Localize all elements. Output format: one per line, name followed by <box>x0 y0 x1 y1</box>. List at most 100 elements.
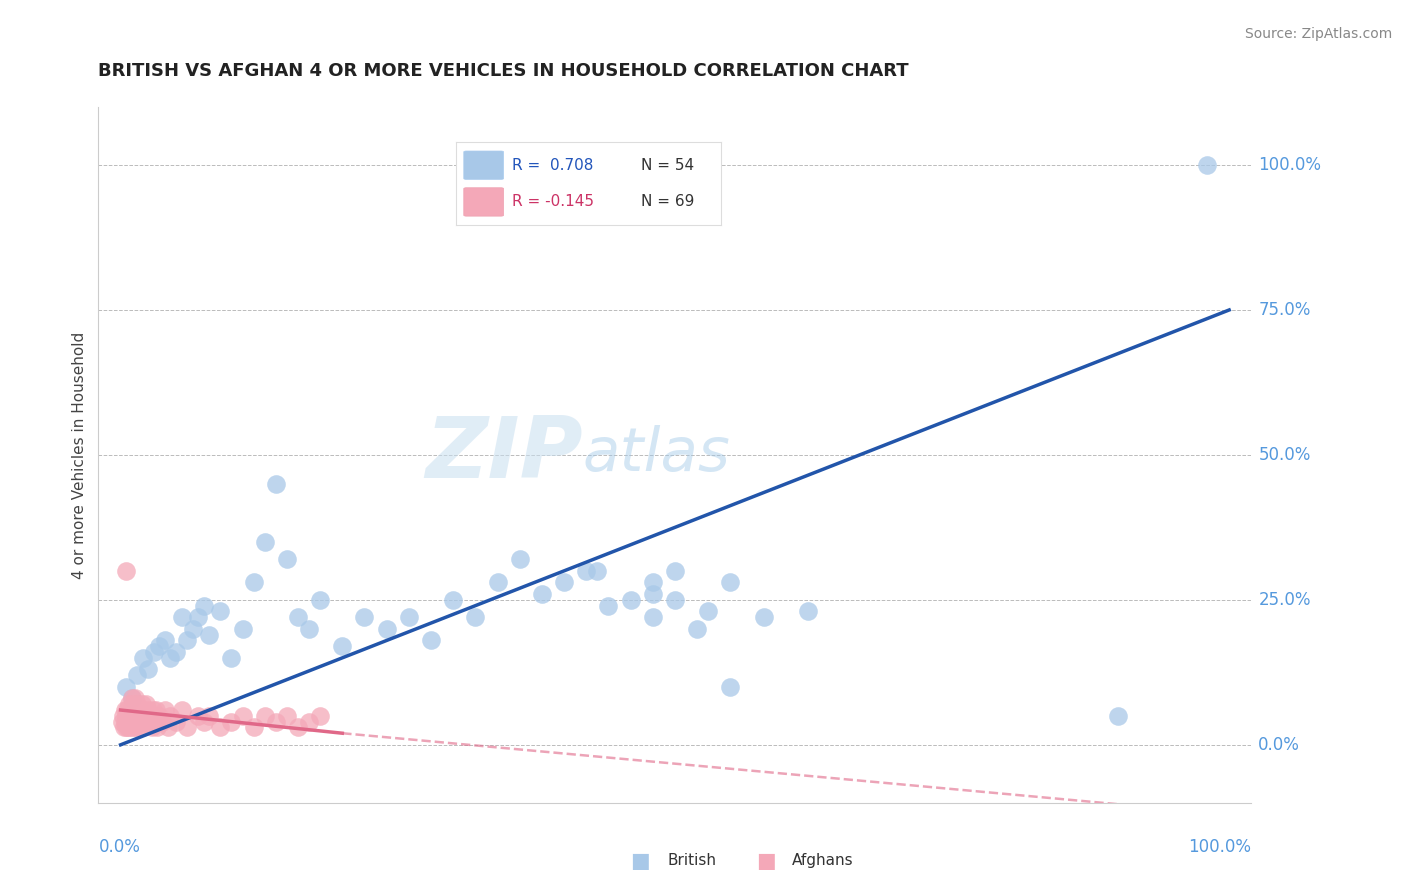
Point <box>287 721 309 735</box>
Point <box>575 564 598 578</box>
Point <box>221 714 243 729</box>
Point <box>253 708 276 723</box>
Point <box>145 703 167 717</box>
Point <box>181 622 204 636</box>
Point <box>135 698 157 712</box>
Point <box>121 691 143 706</box>
Point <box>148 639 170 653</box>
Point <box>122 721 145 735</box>
Point <box>209 721 232 735</box>
Point <box>121 698 143 712</box>
Point <box>121 691 143 706</box>
Text: R =  0.708: R = 0.708 <box>512 158 593 173</box>
Point <box>242 721 264 735</box>
Point <box>132 651 155 665</box>
Text: British: British <box>668 854 717 868</box>
Point <box>1107 708 1129 723</box>
Point <box>127 698 149 712</box>
FancyBboxPatch shape <box>464 187 503 216</box>
Text: 75.0%: 75.0% <box>1258 301 1310 319</box>
Point <box>420 633 443 648</box>
Text: R = -0.145: R = -0.145 <box>512 194 593 210</box>
Point <box>375 622 398 636</box>
Point <box>486 575 509 590</box>
Point <box>134 714 156 729</box>
Point <box>122 703 145 717</box>
Point <box>176 633 198 648</box>
Text: N = 69: N = 69 <box>641 194 695 210</box>
Point <box>264 476 287 491</box>
Text: atlas: atlas <box>582 425 731 484</box>
Point <box>114 703 136 717</box>
Point <box>1195 158 1218 172</box>
Point <box>231 622 254 636</box>
Point <box>139 708 162 723</box>
Text: BRITISH VS AFGHAN 4 OR MORE VEHICLES IN HOUSEHOLD CORRELATION CHART: BRITISH VS AFGHAN 4 OR MORE VEHICLES IN … <box>98 62 910 80</box>
Point <box>111 708 134 723</box>
Point <box>797 605 820 619</box>
Point <box>121 721 143 735</box>
Y-axis label: 4 or more Vehicles in Household: 4 or more Vehicles in Household <box>72 331 87 579</box>
Point <box>159 708 181 723</box>
Point <box>287 610 309 624</box>
Point <box>146 721 169 735</box>
Point <box>242 575 264 590</box>
Point <box>176 721 198 735</box>
Point <box>170 610 193 624</box>
Point <box>115 721 138 735</box>
Point <box>117 714 138 729</box>
Point <box>153 703 176 717</box>
Point <box>209 605 232 619</box>
Point <box>165 714 187 729</box>
Point <box>187 610 209 624</box>
Point <box>157 721 180 735</box>
Text: 0.0%: 0.0% <box>1258 736 1301 754</box>
Point <box>141 721 163 735</box>
Point <box>170 703 193 717</box>
Point <box>127 703 149 717</box>
Point <box>664 564 686 578</box>
Point <box>121 708 143 723</box>
Point <box>153 633 176 648</box>
Point <box>143 714 166 729</box>
Point <box>718 680 741 694</box>
Point <box>641 575 664 590</box>
Point <box>193 714 215 729</box>
Point <box>530 587 553 601</box>
Point <box>121 714 143 729</box>
Point <box>142 708 165 723</box>
Point <box>253 534 276 549</box>
Text: 100.0%: 100.0% <box>1188 838 1251 856</box>
Text: 25.0%: 25.0% <box>1258 591 1310 609</box>
Point <box>132 708 155 723</box>
Point <box>309 592 332 607</box>
Point <box>718 575 741 590</box>
Point <box>120 714 142 729</box>
Point <box>221 651 243 665</box>
Point <box>115 708 138 723</box>
Point <box>112 721 135 735</box>
Point <box>138 714 160 729</box>
Point <box>298 714 321 729</box>
Text: 0.0%: 0.0% <box>98 838 141 856</box>
Point <box>641 587 664 601</box>
Point <box>264 714 287 729</box>
Point <box>136 703 159 717</box>
Point <box>118 698 141 712</box>
Point <box>124 691 146 706</box>
Point <box>441 592 464 607</box>
Point <box>276 552 298 566</box>
Text: 100.0%: 100.0% <box>1258 156 1322 174</box>
Point <box>111 714 134 729</box>
Point <box>125 714 148 729</box>
Point <box>120 703 142 717</box>
Text: Afghans: Afghans <box>792 854 853 868</box>
FancyBboxPatch shape <box>464 151 503 179</box>
Point <box>664 592 686 607</box>
Point <box>697 605 720 619</box>
Point <box>114 714 136 729</box>
Point <box>159 651 181 665</box>
Point <box>117 703 138 717</box>
Text: ■: ■ <box>756 851 776 871</box>
Point <box>276 708 298 723</box>
